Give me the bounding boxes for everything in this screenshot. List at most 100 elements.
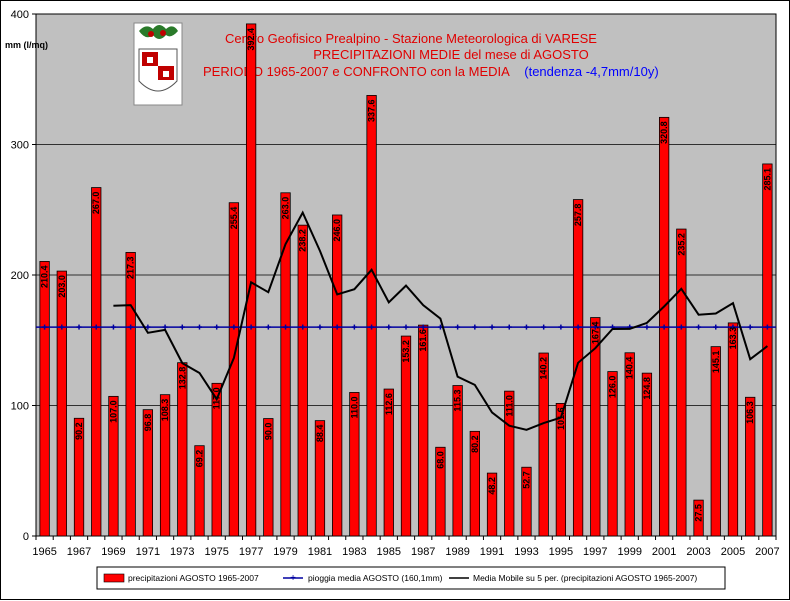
bar <box>383 388 394 537</box>
bar-value-label: 108.3 <box>160 399 170 422</box>
trend-note: (tendenza -4,7mm/10y) <box>524 64 658 79</box>
legend-label-mean: pioggia media AGOSTO (160,1mm) <box>308 573 443 583</box>
bar-value-label: 124.8 <box>642 377 652 400</box>
x-tick-label: 2007 <box>755 546 779 558</box>
bar <box>676 228 687 537</box>
x-tick-label: 1967 <box>67 546 91 558</box>
bar <box>228 202 240 537</box>
bar-value-label: 115.3 <box>453 390 463 412</box>
legend-item-bars: precipitazioni AGOSTO 1965-2007 <box>103 573 259 583</box>
lines <box>36 210 776 431</box>
coat-of-arms-logo <box>133 22 183 106</box>
bar <box>366 95 377 537</box>
x-tick-label: 1999 <box>617 546 641 558</box>
bar-value-label: 101.6 <box>556 407 566 430</box>
bar <box>486 472 498 537</box>
legend-label-moving-average: Media Mobile su 5 per. (precipitazioni A… <box>473 573 697 583</box>
x-tick-label: 1989 <box>445 546 469 558</box>
bar <box>745 396 756 537</box>
bar <box>590 317 601 537</box>
bar-value-label: 88.4 <box>315 425 325 443</box>
bar <box>245 23 257 537</box>
bar-value-label: 112.6 <box>384 393 394 415</box>
bar <box>400 335 412 537</box>
bar <box>452 385 463 537</box>
bar-value-label: 246.0 <box>332 219 342 242</box>
bar-value-label: 96.8 <box>143 414 153 432</box>
legend-item-moving-average: Media Mobile su 5 per. (precipitazioni A… <box>449 573 697 583</box>
bar-value-label: 145.1 <box>711 351 721 374</box>
bar-value-label: 117.0 <box>212 387 222 409</box>
bar <box>332 214 343 537</box>
y-tick-label: 0 <box>23 531 29 543</box>
bar <box>73 417 85 537</box>
bar-value-label: 217.3 <box>126 256 136 279</box>
chart-title-line-3: PERIODO 1965-2007 e CONFRONTO con la MED… <box>203 63 659 80</box>
bar-value-label: 163.3 <box>728 327 738 350</box>
bar <box>555 403 567 537</box>
bar <box>469 430 480 537</box>
bar <box>538 352 549 537</box>
bar-value-label: 285.1 <box>762 168 772 191</box>
bar-value-label: 107.0 <box>108 400 118 423</box>
x-tick-label: 1971 <box>136 546 160 558</box>
legend-label-bars: precipitazioni AGOSTO 1965-2007 <box>128 573 259 583</box>
bar <box>142 409 153 537</box>
x-tick-label: 1965 <box>32 546 56 558</box>
bar-value-label: 320.8 <box>659 121 669 144</box>
bar-value-label: 235.2 <box>676 233 686 256</box>
bar <box>280 192 291 537</box>
x-tick-label: 1979 <box>273 546 297 558</box>
bar-value-label: 161.6 <box>418 329 428 352</box>
bar-value-label: 132.8 <box>177 367 187 390</box>
bar-value-label: 140.4 <box>625 357 635 380</box>
bar <box>710 346 721 537</box>
bar-value-label: 337.6 <box>367 99 377 122</box>
chart-title-line-1: Centro Geofisico Prealpino - Stazione Me… <box>225 31 597 46</box>
bar <box>418 324 429 537</box>
bar-value-label: 80.2 <box>470 435 480 453</box>
x-tick-label: 2001 <box>652 546 676 558</box>
grid-lines <box>36 13 776 406</box>
y-axis-ticks: 0 100 200 300 400 <box>11 9 36 543</box>
legend-item-mean: + pioggia media AGOSTO (160,1mm) <box>283 573 443 584</box>
bar-value-label: 267.0 <box>91 192 101 215</box>
bar <box>521 466 532 537</box>
chart-title-period: PERIODO 1965-2007 e CONFRONTO con la MED… <box>203 64 510 79</box>
bar-value-label: 90.0 <box>263 423 273 441</box>
bar <box>108 395 119 537</box>
bar-value-label: 48.2 <box>487 477 497 495</box>
legend-swatch-bars <box>103 573 125 583</box>
x-tick-label: 1993 <box>514 546 538 558</box>
bar <box>693 499 704 537</box>
bar <box>211 382 222 537</box>
bar <box>504 390 515 537</box>
bar-value-label: 210.4 <box>40 265 50 288</box>
legend: precipitazioni AGOSTO 1965-2007 + pioggi… <box>96 566 726 590</box>
bar-value-label: 238.2 <box>298 229 308 252</box>
legend-marker-mean: + <box>290 573 296 584</box>
y-tick-label: 300 <box>11 140 29 152</box>
bar-value-label: 140.2 <box>539 357 549 380</box>
bar <box>727 322 739 537</box>
bar <box>56 270 67 537</box>
bar-value-label: 257.8 <box>573 204 583 227</box>
bar <box>641 372 653 537</box>
bar <box>159 394 171 537</box>
bar <box>39 261 50 537</box>
x-tick-label: 1981 <box>308 546 332 558</box>
x-tick-label: 1983 <box>342 546 366 558</box>
bar-value-label: 167.4 <box>590 322 600 345</box>
x-tick-label: 2005 <box>721 546 745 558</box>
bar-value-label: 153.2 <box>401 340 411 363</box>
bar <box>349 392 360 537</box>
bar <box>125 252 136 537</box>
x-tick-label: 1987 <box>411 546 435 558</box>
bar-value-label: 263.0 <box>281 197 291 220</box>
y-axis-label: mm (l/mq) <box>5 40 48 50</box>
bar-value-label: 27.5 <box>694 504 704 522</box>
bar-value-label: 111.0 <box>504 395 514 417</box>
bar-value-label: 69.2 <box>194 450 204 468</box>
